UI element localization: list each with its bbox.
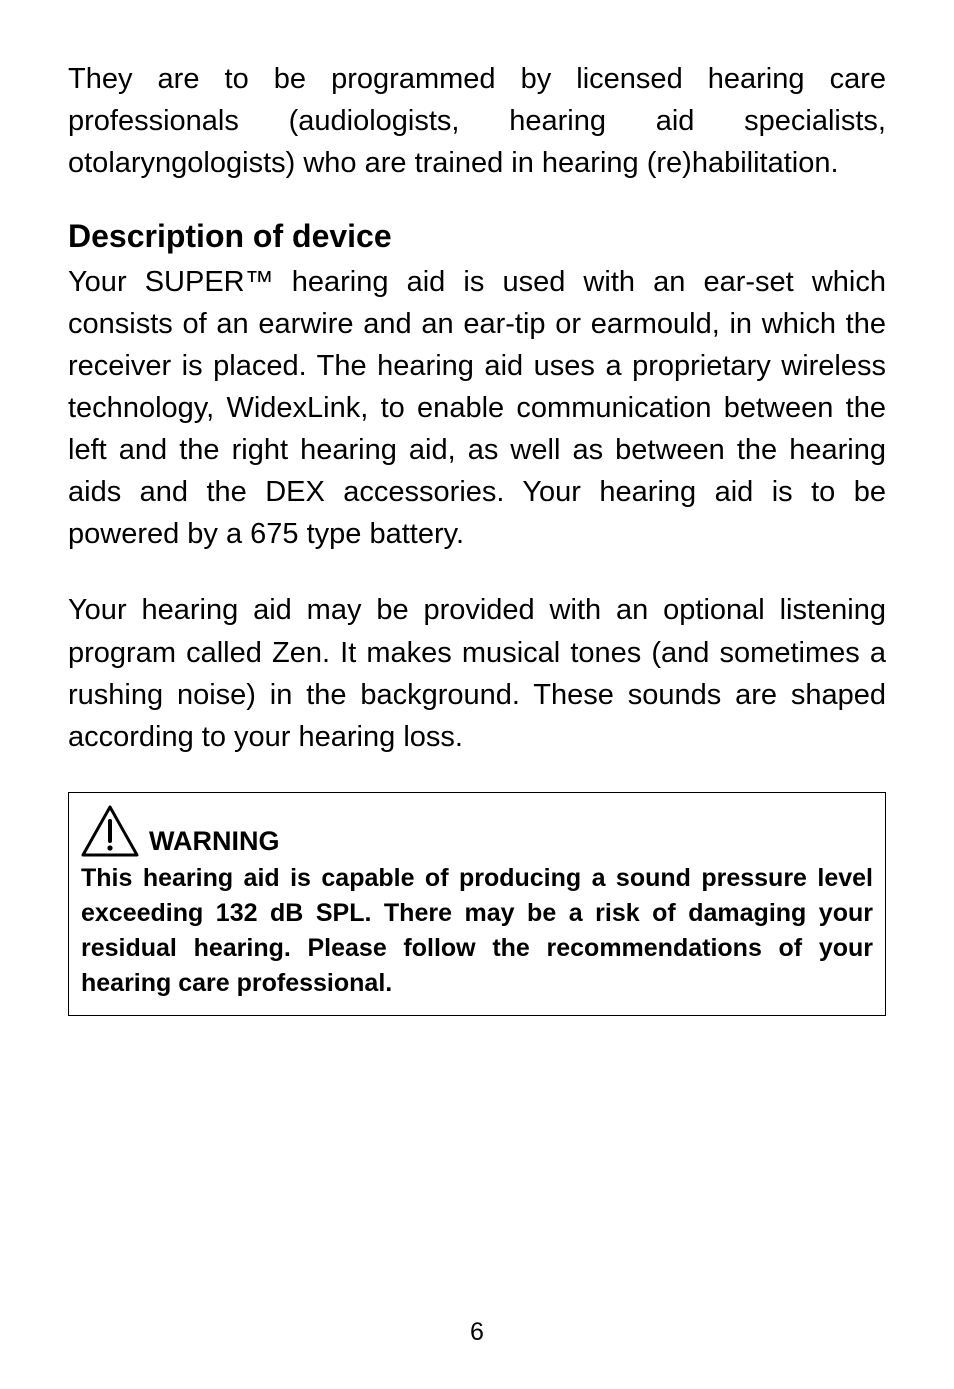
warning-label: WARNING [149, 826, 280, 857]
warning-text: This hearing aid is capable of producing… [81, 861, 873, 1001]
description-paragraph-1: Your SUPER™ hearing aid is used with an … [68, 261, 886, 555]
page-number: 6 [0, 1318, 954, 1347]
section-heading: Description of device [68, 218, 886, 255]
warning-box: WARNING This hearing aid is capable of p… [68, 792, 886, 1016]
description-paragraph-2: Your hearing aid may be provided with an… [68, 589, 886, 757]
warning-icon [81, 805, 139, 857]
intro-paragraph: They are to be programmed by licensed he… [68, 58, 886, 184]
warning-header: WARNING [81, 805, 873, 857]
